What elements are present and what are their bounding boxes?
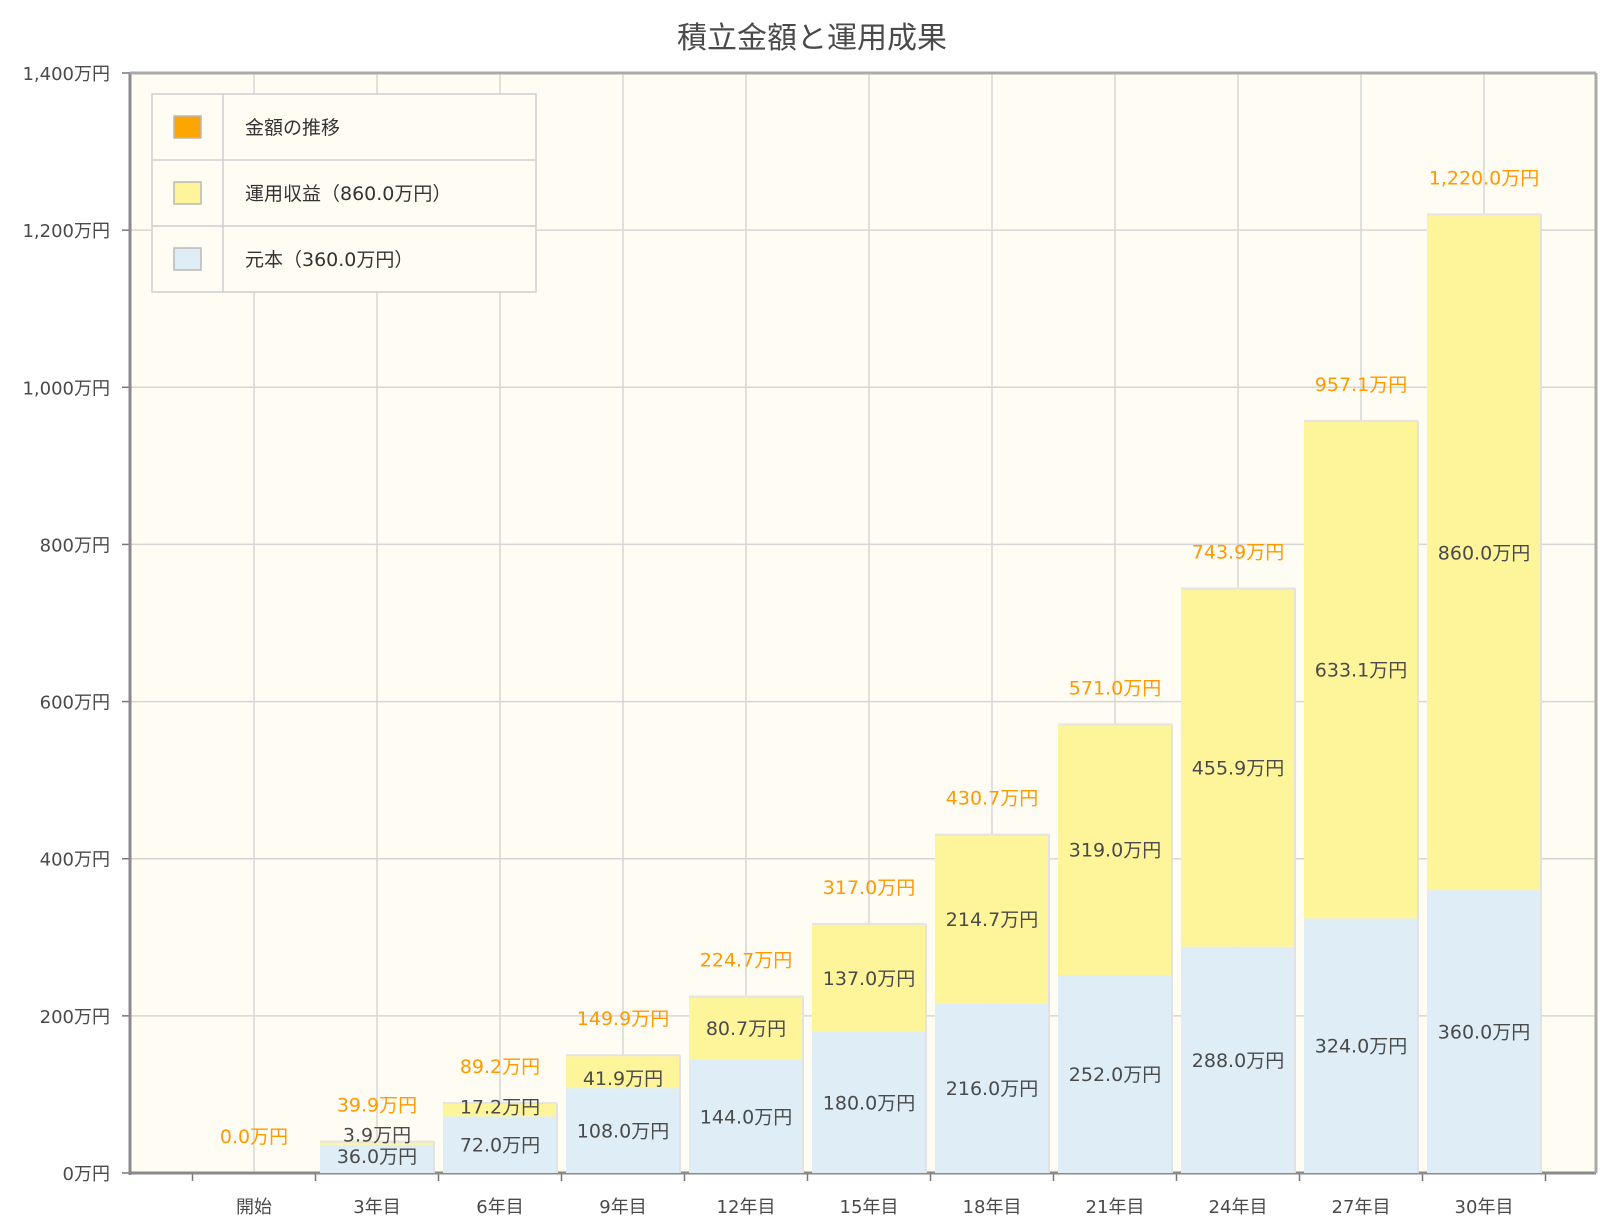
total-label: 317.0万円 [823, 877, 915, 899]
principal-label: 216.0万円 [946, 1078, 1038, 1100]
return-label: 860.0万円 [1438, 542, 1530, 564]
bar-principal [689, 1059, 803, 1173]
return-label: 80.7万円 [706, 1018, 786, 1040]
total-label: 224.7万円 [700, 949, 792, 971]
bar-principal [566, 1088, 680, 1173]
return-label: 137.0万円 [823, 968, 915, 990]
total-label: 430.7万円 [946, 788, 1038, 810]
bar-return [443, 1102, 557, 1117]
bar-principal [1058, 975, 1172, 1173]
x-tick-label: 12年目 [717, 1197, 776, 1218]
legend-label: 元本（360.0万円） [245, 249, 413, 271]
principal-label: 288.0万円 [1192, 1050, 1284, 1072]
return-label: 319.0万円 [1069, 840, 1161, 862]
bar-principal [1304, 918, 1418, 1173]
y-tick-label: 0万円 [63, 1164, 110, 1185]
principal-label: 360.0万円 [1438, 1022, 1530, 1044]
bar-principal [1427, 890, 1541, 1173]
return-label: 17.2万円 [460, 1096, 540, 1118]
principal-label: 324.0万円 [1315, 1036, 1407, 1058]
bar-return [1427, 214, 1541, 891]
bar-return [935, 834, 1049, 1004]
bars [320, 213, 1542, 1173]
principal-label: 108.0万円 [577, 1121, 669, 1143]
legend-swatch [173, 115, 202, 139]
bar-principal [443, 1116, 557, 1173]
y-tick-label: 200万円 [40, 1007, 110, 1028]
x-tick-label: 30年目 [1455, 1197, 1514, 1218]
y-tick-label: 800万円 [40, 535, 110, 556]
bar-principal [1181, 946, 1295, 1173]
legend-label: 金額の推移 [245, 117, 340, 139]
legend-box [151, 93, 537, 293]
x-tick-label: 3年目 [353, 1197, 400, 1218]
bar-principal [935, 1003, 1049, 1173]
legend-swatch [173, 181, 202, 205]
total-label: 743.9万円 [1192, 542, 1284, 564]
return-label: 214.7万円 [946, 909, 1038, 931]
return-label: 41.9万円 [583, 1068, 663, 1090]
chart-title: 積立金額と運用成果 [677, 21, 947, 56]
bar-return [566, 1055, 680, 1089]
total-label: 0.0万円 [220, 1126, 288, 1148]
total-label: 1,220.0万円 [1429, 167, 1540, 189]
bar-return [1058, 724, 1172, 975]
return-label: 633.1万円 [1315, 660, 1407, 682]
x-tick-label: 18年目 [963, 1197, 1022, 1218]
x-tick-label: 6年目 [476, 1197, 523, 1218]
y-tick-label: 600万円 [40, 693, 110, 714]
bar-return [320, 1141, 434, 1145]
x-tick-label: 9年目 [599, 1197, 646, 1218]
y-tick-label: 1,000万円 [22, 378, 110, 399]
x-tick-label: 15年目 [840, 1197, 899, 1218]
principal-label: 144.0万円 [700, 1106, 792, 1128]
principal-label: 72.0万円 [460, 1135, 540, 1157]
principal-label: 252.0万円 [1069, 1064, 1161, 1086]
x-tick-label: 24年目 [1209, 1197, 1268, 1218]
bar-return [812, 923, 926, 1032]
x-tick-label: 27年目 [1332, 1197, 1391, 1218]
principal-label: 180.0万円 [823, 1092, 915, 1114]
total-label: 957.1万円 [1315, 374, 1407, 396]
total-label: 571.0万円 [1069, 677, 1161, 699]
bar-return [1304, 420, 1418, 919]
y-tick-label: 1,200万円 [22, 221, 110, 242]
legend-swatch [173, 247, 202, 271]
bar-principal [812, 1031, 926, 1173]
return-label: 455.9万円 [1192, 758, 1284, 780]
y-tick-label: 400万円 [40, 850, 110, 871]
bar-principal [320, 1144, 434, 1173]
return-label: 3.9万円 [343, 1125, 411, 1147]
bar-return [689, 996, 803, 1060]
legend-label: 運用収益（860.0万円） [245, 183, 451, 205]
total-label: 39.9万円 [337, 1095, 417, 1117]
y-tick-label: 1,400万円 [22, 64, 110, 85]
x-tick-label: 21年目 [1086, 1197, 1145, 1218]
x-tick-label: 開始 [236, 1197, 272, 1218]
total-label: 89.2万円 [460, 1056, 540, 1078]
principal-label: 36.0万円 [337, 1146, 417, 1168]
total-label: 149.9万円 [577, 1008, 669, 1030]
bar-return [1181, 588, 1295, 947]
